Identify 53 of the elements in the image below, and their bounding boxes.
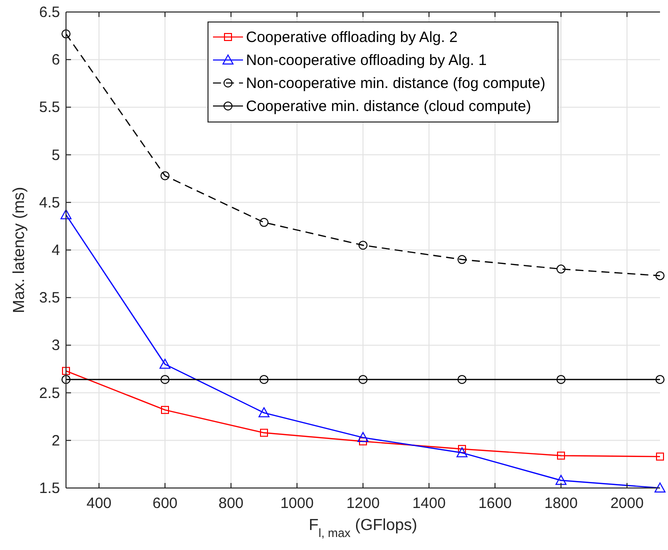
y-tick-label: 6.5 (39, 4, 60, 21)
point (60, 209, 72, 220)
y-tick-label: 2 (52, 432, 60, 450)
y-tick-label: 5 (52, 146, 60, 164)
point (358, 374, 368, 384)
point (359, 437, 367, 446)
point (458, 255, 466, 264)
x-tick-label: 1800 (544, 495, 578, 512)
y-tick-label: 4.5 (39, 194, 60, 212)
x-tick-label: 1200 (346, 495, 380, 512)
point (358, 240, 368, 250)
point (260, 374, 268, 384)
legend-label: Cooperative offloading by Alg. 2 (246, 29, 458, 46)
x-tick-label: 1400 (412, 495, 446, 512)
point (656, 271, 664, 280)
point (556, 474, 566, 485)
x-tick-label: 2000 (610, 495, 644, 512)
x-tick-label: 800 (218, 495, 244, 512)
legend-label: Non-cooperative offloading by Alg. 1 (246, 52, 487, 69)
point (557, 452, 565, 460)
point (358, 432, 368, 442)
legend-label: Non-cooperative min. distance (fog compute) (246, 75, 546, 92)
x-tick-label: 1000 (280, 495, 314, 512)
point (656, 374, 664, 384)
point (161, 406, 169, 414)
point (556, 374, 566, 384)
point (62, 366, 70, 375)
point (456, 447, 468, 458)
y-tick-label: 5.5 (39, 99, 60, 116)
legend-label: Cooperative min. distance (cloud compute) (246, 98, 532, 115)
point (62, 374, 70, 384)
point (160, 171, 170, 180)
y-tick-label: 2.5 (39, 384, 60, 402)
y-tick-label: 3 (52, 337, 60, 354)
point (260, 428, 268, 437)
point (62, 29, 70, 38)
x-tick-label: 600 (152, 495, 178, 512)
x-axis-title: F$_{l, max}$ (GFlops) (308, 517, 418, 540)
point (160, 358, 170, 369)
x-tick-label: 1600 (478, 495, 512, 512)
y-tick-label: 6 (52, 52, 60, 69)
point (556, 264, 566, 274)
y-axis-title: Max. latency (ms) (11, 186, 28, 314)
point (258, 407, 270, 418)
y-tick-label: 1.5 (39, 480, 60, 497)
x-tick-label: 400 (86, 495, 112, 512)
y-tick-label: 3.5 (39, 290, 60, 307)
point (458, 374, 466, 384)
point (654, 482, 666, 492)
y-tick-label: 4 (52, 242, 60, 259)
point (656, 452, 664, 461)
point (260, 218, 268, 227)
point (160, 374, 170, 384)
